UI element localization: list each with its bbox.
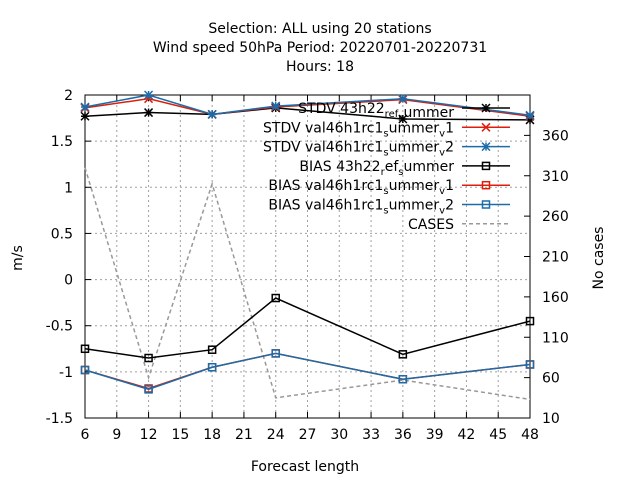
title-line: Hours: 18 xyxy=(286,59,354,75)
x-tick-label: 39 xyxy=(426,427,444,443)
x-tick-label: 21 xyxy=(235,427,253,443)
legend-label: BIAS 43h22refsummer xyxy=(299,159,454,178)
y-tick-label: 0.5 xyxy=(51,226,73,242)
y-tick-label: -1.5 xyxy=(46,411,73,427)
x-tick-label: 30 xyxy=(330,427,348,443)
data-point xyxy=(144,108,154,118)
series-line xyxy=(84,167,531,401)
x-axis-label: Forecast length xyxy=(251,459,359,475)
data-point xyxy=(80,102,90,112)
x-tick-label: 24 xyxy=(267,427,285,443)
title-line: Wind speed 50hPa Period: 20220701-202207… xyxy=(153,40,487,56)
legend-label: BIAS val46h1rc1summerv2 xyxy=(268,198,454,217)
series-3 xyxy=(80,293,535,363)
legend-marker xyxy=(481,200,491,209)
data-point xyxy=(80,111,90,121)
x-tick-label: 6 xyxy=(81,427,90,443)
grid xyxy=(85,95,530,418)
plot-frame xyxy=(84,94,531,419)
legend-entry: CASES xyxy=(408,217,510,233)
y-tick-label: 1.5 xyxy=(51,134,73,150)
legend-marker xyxy=(481,180,491,190)
data-point xyxy=(271,293,280,303)
x-tick-label: 45 xyxy=(489,427,507,443)
data-point xyxy=(525,360,535,369)
x-tick-label: 33 xyxy=(362,427,380,443)
x-tick-label: 18 xyxy=(203,427,221,443)
data-point xyxy=(271,101,281,111)
legend-marker xyxy=(481,122,491,132)
x-tick-label: 12 xyxy=(140,427,158,443)
data-point xyxy=(525,316,535,326)
y-tick-label: -0.5 xyxy=(46,319,73,335)
chart-title: Selection: ALL using 20 stations Wind spe… xyxy=(153,21,487,75)
legend-marker xyxy=(481,161,491,171)
title-line: Selection: ALL using 20 stations xyxy=(208,21,431,37)
data-point xyxy=(207,362,217,372)
data-point xyxy=(398,374,408,384)
data-point xyxy=(80,344,90,354)
y-tick-label: -1 xyxy=(59,365,73,381)
legend-label: BIAS val46h1rc1summerv1 xyxy=(268,178,454,197)
legend-entry: BIAS val46h1rc1summerv1 xyxy=(268,178,510,197)
data-point xyxy=(398,350,408,359)
x-tick-label: 9 xyxy=(112,427,121,443)
y-axis-label: m/s xyxy=(10,245,26,271)
series-line xyxy=(84,352,531,391)
data-point xyxy=(144,90,154,100)
legend-entry: STDV val46h1rc1summerv2 xyxy=(263,140,510,159)
y-tick-label: 0 xyxy=(64,273,73,289)
data-point xyxy=(80,365,90,375)
x-tick-label: 48 xyxy=(521,427,539,443)
axes: 6 9 12 15 18 21 24 27 30 33 36 39 42 45 48-1.5-1-0.500… xyxy=(46,88,569,443)
legend-label: CASES xyxy=(408,217,454,233)
x-tick-label: 27 xyxy=(299,427,317,443)
data-point xyxy=(207,109,217,119)
legend-entry: BIAS val46h1rc1summerv2 xyxy=(268,198,510,217)
data-point xyxy=(144,353,153,363)
series-5 xyxy=(80,349,535,394)
legend-entry: BIAS 43h22refsummer xyxy=(299,159,510,178)
y2-tick-label: 110 xyxy=(542,330,569,346)
y-tick-label: 2 xyxy=(64,88,73,104)
x-tick-label: 42 xyxy=(458,427,476,443)
legend-entry: STDV val46h1rc1summerv1 xyxy=(263,120,510,139)
data-point xyxy=(398,114,408,124)
y2-axis-label: No cases xyxy=(591,227,607,290)
y-tick-label: 1 xyxy=(64,180,73,196)
series-area xyxy=(80,90,535,401)
x-tick-label: 15 xyxy=(171,427,189,443)
data-point xyxy=(398,94,408,104)
data-point xyxy=(144,385,153,394)
y2-tick-label: 60 xyxy=(542,371,560,387)
series-6 xyxy=(84,167,531,401)
data-point xyxy=(207,345,217,354)
y2-tick-label: 310 xyxy=(542,169,569,185)
legend-entry: STDV 43h22refsummer xyxy=(298,101,510,124)
y2-tick-label: 10 xyxy=(542,411,560,427)
legend-label: STDV val46h1rc1summerv1 xyxy=(263,120,454,139)
data-point xyxy=(271,349,280,358)
series-line xyxy=(84,94,531,117)
y2-tick-label: 360 xyxy=(542,128,569,144)
y2-tick-label: 210 xyxy=(542,250,569,266)
legend-marker xyxy=(481,103,491,113)
y2-tick-label: 160 xyxy=(542,290,569,306)
legend-label: STDV 43h22refsummer xyxy=(298,101,454,124)
series-2 xyxy=(80,90,535,120)
y2-tick-label: 260 xyxy=(542,209,569,225)
x-tick-label: 36 xyxy=(394,427,412,443)
legend-marker xyxy=(481,142,491,152)
legend-label: STDV val46h1rc1summerv2 xyxy=(263,140,454,159)
series-line xyxy=(84,297,531,359)
data-point xyxy=(525,110,535,120)
